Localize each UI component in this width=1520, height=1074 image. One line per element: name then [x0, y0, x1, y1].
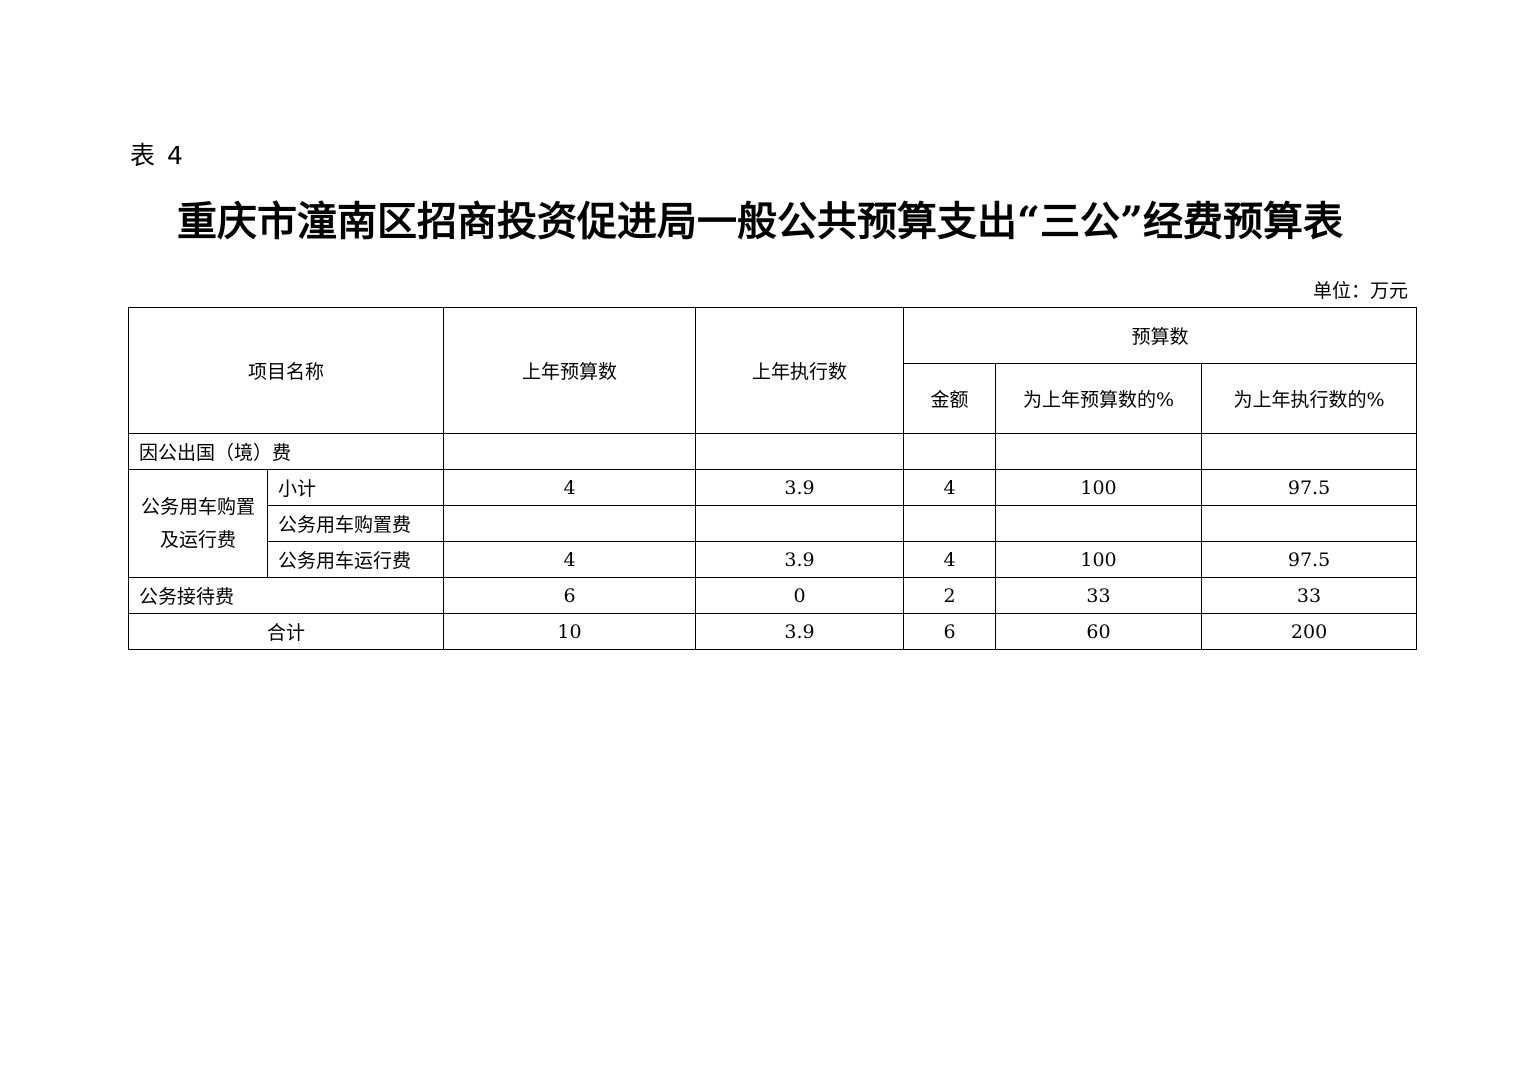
header-row-2: 金额 为上年预算数的% 为上年执行数的%: [129, 363, 1418, 434]
header-prev-year-budget: 上年预算数: [443, 307, 697, 434]
vehicle-group-label: 公务用车购置及运行费: [128, 469, 268, 578]
header-budget-group: 预算数: [903, 307, 1418, 364]
cell-pct-prev-budget: 100: [995, 469, 1203, 506]
header-amount: 金额: [903, 363, 997, 434]
cell-pct-prev-actual: 200: [1201, 613, 1418, 650]
cell-pct-prev-budget: 60: [995, 613, 1203, 650]
cell-prev-budget: 4: [443, 469, 697, 506]
header-project-name: 项目名称: [127, 307, 445, 434]
row-reception-label: 公务接待费: [127, 577, 445, 614]
sheet-label: 表 4: [130, 141, 185, 170]
cell-amount: 4: [903, 541, 997, 578]
header-pct-of-prev-actual: 为上年执行数的%: [1201, 363, 1418, 434]
row-vehicle-subtotal-label: 小计: [266, 469, 445, 506]
row-vehicle-operation-label: 公务用车运行费: [266, 541, 445, 578]
row-vehicle-purchase: 公务用车购置费: [129, 505, 1418, 542]
row-vehicle-subtotal: 公务用车购置及运行费 小计 4 3.9 4 100 97.5: [128, 469, 1418, 578]
row-reception: 公务接待费 6 0 2 33 33: [127, 577, 1418, 614]
cell-pct-prev-actual: 33: [1201, 577, 1418, 614]
cell-pct-prev-budget: 100: [995, 541, 1203, 578]
cell-pct-prev-actual: 97.5: [1201, 469, 1418, 506]
cell-prev-budget: 6: [443, 577, 697, 614]
row-vehicle-purchase-label: 公务用车购置费: [266, 505, 445, 542]
cell-pct-prev-budget: [995, 505, 1203, 542]
cell-amount: 4: [903, 469, 997, 506]
cell-prev-actual: 3.9: [695, 613, 905, 650]
cell-pct-prev-budget: [995, 433, 1203, 470]
cell-prev-budget: [443, 433, 697, 470]
cell-prev-actual: [695, 505, 905, 542]
cell-prev-budget: 10: [443, 613, 697, 650]
cell-pct-prev-budget: 33: [995, 577, 1203, 614]
header-row-1: 项目名称 上年预算数 上年执行数 预算数: [127, 307, 1418, 434]
row-total-label: 合计: [127, 613, 445, 650]
header-prev-year-actual: 上年执行数: [695, 307, 905, 434]
unit-note: 单位：万元: [1312, 280, 1408, 302]
header-pct-of-prev-budget: 为上年预算数的%: [995, 363, 1203, 434]
cell-pct-prev-actual: [1201, 433, 1418, 470]
row-vehicle-operation: 公务用车运行费 4 3.9 4 100 97.5: [129, 541, 1418, 578]
cell-amount: [903, 433, 997, 470]
cell-pct-prev-actual: 97.5: [1201, 541, 1418, 578]
row-abroad-label: 因公出国（境）费: [127, 433, 445, 470]
page-title: 重庆市潼南区招商投资促进局一般公共预算支出“三公”经费预算表: [176, 198, 1343, 245]
cell-prev-actual: [695, 433, 905, 470]
cell-amount: [903, 505, 997, 542]
cell-pct-prev-actual: [1201, 505, 1418, 542]
cell-prev-actual: 3.9: [695, 469, 905, 506]
row-abroad: 因公出国（境）费: [127, 433, 1418, 470]
cell-amount: 6: [903, 613, 997, 650]
cell-amount: 2: [903, 577, 997, 614]
budget-table: 项目名称 上年预算数 上年执行数 预算数 金额 为上年预算数的% 为上年执行数的…: [127, 307, 1418, 650]
row-total: 合计 10 3.9 6 60 200: [127, 613, 1418, 650]
cell-prev-actual: 3.9: [695, 541, 905, 578]
cell-prev-actual: 0: [695, 577, 905, 614]
cell-prev-budget: 4: [443, 541, 697, 578]
cell-prev-budget: [443, 505, 697, 542]
